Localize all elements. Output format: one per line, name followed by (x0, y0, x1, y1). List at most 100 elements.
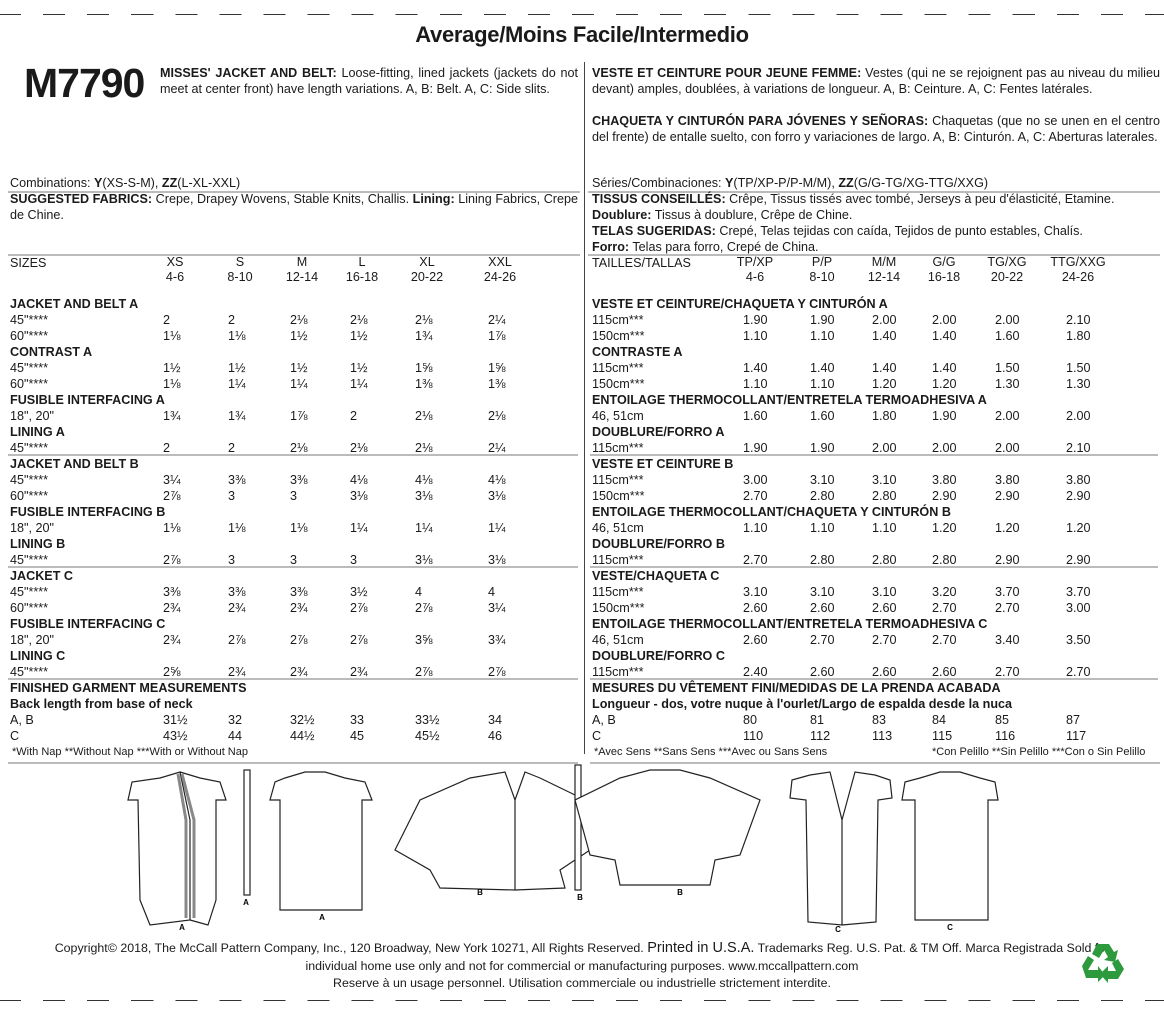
section-heading: ENTOILAGE THERMOCOLLANT/CHAQUETA Y CINTU… (592, 505, 951, 519)
yardage-value: 1.40 (932, 361, 957, 375)
yardage-value: 1¾ (415, 329, 433, 343)
tissus-text: Crêpe, Tissus tissés avec tombé, Jerseys… (725, 192, 1115, 206)
footnote: *Avec Sens **Sans Sens ***Avec ou Sans S… (594, 746, 828, 758)
yardage-value: 33 (350, 713, 365, 727)
pattern-number: M7790 (24, 60, 145, 106)
section-heading-row: JACKET AND BELT B (10, 456, 580, 472)
yardage-value: 1½ (228, 361, 246, 375)
spanish-description: CHAQUETA Y CINTURÓN PARA JÓVENES Y SEÑOR… (592, 113, 1160, 145)
size-column-header: TP/XP 4-6 (725, 255, 785, 285)
yardage-row: 60"**** 1⅛ 1¼ 1¼ 1¼ 1⅜ 1⅜ (10, 376, 580, 392)
yardage-value: 2¾ (228, 665, 246, 679)
yardage-value: 3.70 (995, 585, 1020, 599)
doublure-text: Tissus à doublure, Crêpe de Chine. (651, 208, 853, 222)
fabrics-heading: SUGGESTED FABRICS: (10, 192, 153, 206)
yardage-value: 1⅝ (488, 361, 506, 375)
section-heading-row: LINING B (10, 536, 580, 552)
yardage-value: 2¼ (488, 313, 506, 327)
yardage-value: 2⅛ (290, 441, 308, 455)
yardage-value: 43½ (163, 729, 188, 743)
yardage-value: 3 (228, 553, 236, 567)
yardage-value: 1.90 (810, 441, 835, 455)
size-range: 4-6 (745, 270, 765, 284)
section-heading-row: VESTE/CHAQUETA C (592, 568, 1160, 584)
section-heading-row: LINING A (10, 424, 580, 440)
yardage-value: 3 (350, 553, 358, 567)
yardage-row: 45"**** 2⅝ 2¾ 2¾ 2¾ 2⅞ 2⅞ (10, 664, 580, 680)
yardage-value: 1⅝ (415, 361, 433, 375)
jacket-a-contrast-band (176, 773, 196, 918)
yardage-row: 18", 20" 1¾ 1¾ 1⅞ 2 2⅛ 2⅛ (10, 408, 580, 424)
yardage-value: 3⅛ (488, 553, 506, 567)
yardage-value: 83 (872, 713, 887, 727)
size-header-row: SIZES XS 4-6 S 8-10 M 12-14 L 16-18 XL 20-22 XXL 24-… (10, 255, 580, 289)
fabric-width-label: 46, 51cm (592, 633, 644, 647)
combinations: Combinations: Y(XS-S-M), ZZ(L-XL-XXL) (10, 175, 578, 191)
size-range: 16-18 (345, 270, 379, 284)
yardage-row: 45"**** 2 2 2⅛ 2⅛ 2⅛ 2¼ (10, 312, 580, 328)
yardage-value: 2⅛ (415, 441, 433, 455)
tissus-heading: TISSUS CONSEILLÉS: (592, 192, 726, 206)
yardage-value: 4⅛ (488, 473, 506, 487)
row-divider (8, 762, 578, 764)
footnote: *Con Pelillo **Sin Pelillo ***Con o Sin … (932, 746, 1146, 758)
size-column-header: TG/XG 20-22 (977, 255, 1037, 285)
yardage-value: 2⅛ (415, 313, 433, 327)
section-heading: VESTE ET CEINTURE/CHAQUETA Y CINTURÓN A (592, 297, 888, 311)
size-column-header: P/P 8-10 (792, 255, 852, 285)
yardage-value: 3.70 (1066, 585, 1091, 599)
section-heading: VESTE/CHAQUETA C (592, 569, 720, 583)
yardage-row: A, B 80 81 83 84 85 87 (592, 712, 1160, 728)
size-header-row: TAILLES/TALLAS TP/XP 4-6 P/P 8-10 M/M 12-14 G/G… (592, 255, 1160, 289)
yardage-value: 3¼ (488, 601, 506, 615)
yardage-value: 3.00 (743, 473, 768, 487)
section-heading: MESURES DU VÊTEMENT FINI/MEDIDAS DE LA P… (592, 681, 1001, 695)
yardage-value: 1⅜ (488, 377, 506, 391)
yardage-value: 2.00 (995, 441, 1020, 455)
yardage-value: 2.00 (995, 313, 1020, 327)
yardage-value: 3¼ (163, 473, 181, 487)
yardage-value: 1⅛ (163, 329, 181, 343)
section-heading: DOUBLURE/FORRO A (592, 425, 725, 439)
yardage-value: 3⅛ (415, 489, 433, 503)
yardage-value: 1¼ (415, 521, 433, 535)
yardage-value: 2⅞ (488, 665, 506, 679)
section-heading-row: ENTOILAGE THERMOCOLLANT/ENTRETELA TERMOA… (592, 392, 1160, 408)
english-description: MISSES' JACKET AND BELT: Loose-fitting, … (160, 65, 578, 97)
divider (8, 254, 580, 256)
yardage-value: 2.00 (932, 313, 957, 327)
yardage-value: 2 (163, 313, 171, 327)
yardage-value: 2.70 (932, 633, 957, 647)
section-heading: CONTRAST A (10, 345, 93, 359)
size-range: 24-26 (1061, 270, 1095, 284)
fabric-width-label: C (592, 729, 602, 743)
size-column-header: XS 4-6 (145, 255, 205, 285)
fabrics-text: Crepe, Drapey Wovens, Stable Knits, Chal… (152, 192, 413, 206)
yardage-row: A, B 31½ 32 32½ 33 33½ 34 (10, 712, 580, 728)
yardage-value: 1½ (163, 361, 181, 375)
yardage-value: 85 (995, 713, 1010, 727)
yardage-row: 45"**** 3⅜ 3⅜ 3⅜ 3½ 4 4 (10, 584, 580, 600)
yardage-value: 87 (1066, 713, 1081, 727)
yardage-row: 115cm*** 2.70 2.80 2.80 2.80 2.90 2.90 (592, 552, 1160, 568)
yardage-value: 1.30 (1066, 377, 1091, 391)
yardage-value: 1.90 (743, 441, 768, 455)
fabric-width-label: 115cm*** (592, 585, 644, 599)
yardage-value: 1.10 (743, 329, 768, 343)
section-heading: LINING A (10, 425, 65, 439)
yardage-value: 34 (488, 713, 503, 727)
jacket-a-back (269, 771, 373, 911)
belt-a (243, 769, 251, 896)
yardage-value: 1.10 (810, 521, 835, 535)
yardage-row: 60"**** 2¾ 2¾ 2¾ 2⅞ 2⅞ 3¼ (10, 600, 580, 616)
fr-text: Vestes (qui ne se rejoignent pas au nive… (592, 66, 1160, 96)
yardage-value: 1.40 (743, 361, 768, 375)
section-heading-row: Longueur - dos, votre nuque à l'ourlet/L… (592, 696, 1160, 712)
yardage-value: 1½ (350, 361, 368, 375)
section-heading-row: LINING C (10, 648, 580, 664)
yardage-value: 2¾ (350, 665, 368, 679)
size-column-header: XXL 24-26 (470, 255, 530, 285)
yardage-row: C 43½ 44 44½ 45 45½ 46 (10, 728, 580, 744)
fabric-width-label: 45"**** (10, 665, 49, 679)
yardage-value: 2¾ (163, 633, 181, 647)
